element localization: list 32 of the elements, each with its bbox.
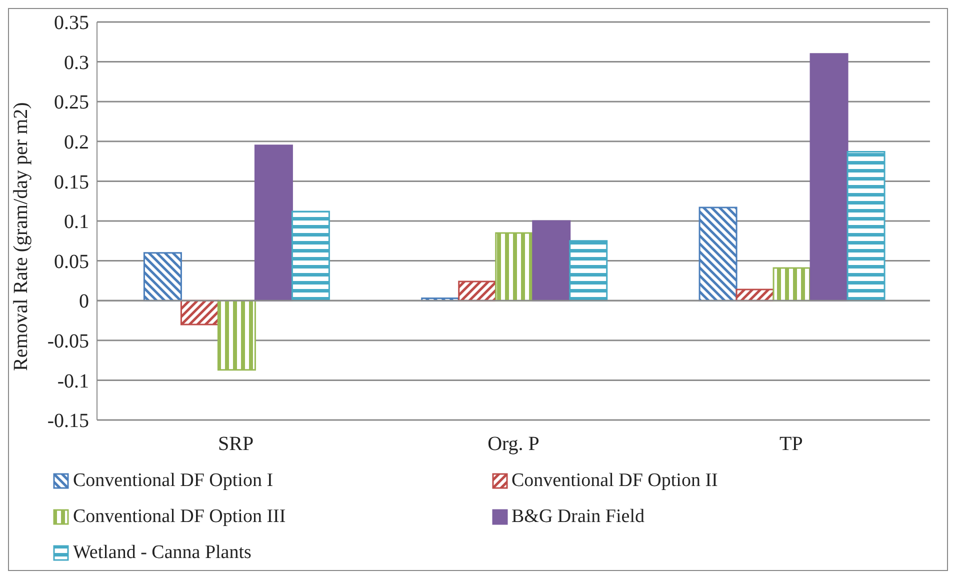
y-tick-label: 0 [79, 290, 89, 313]
legend-label: Conventional DF Option III [73, 506, 286, 528]
bar [458, 280, 497, 302]
x-tick-label: Org. P [488, 433, 540, 456]
x-tick-label: SRP [218, 433, 254, 456]
y-tick-label: 0.2 [64, 132, 89, 154]
bar [532, 220, 571, 302]
y-tick-label: 0.1 [64, 211, 89, 234]
bar [217, 300, 256, 371]
y-tick-label: -0.1 [57, 370, 89, 392]
legend-label: Conventional DF Option II [512, 470, 718, 492]
bar [698, 206, 738, 302]
y-tick-label: 0.15 [54, 171, 89, 194]
bar [772, 267, 812, 302]
y-tick-label: 0.3 [64, 52, 89, 74]
bar [846, 151, 886, 302]
legend-label: Wetland - Canna Plants [73, 542, 252, 564]
y-axis-title: Removal Rate (gram/day per m2) [10, 102, 32, 371]
bar [569, 240, 608, 302]
bar [254, 144, 293, 302]
bar [495, 232, 534, 302]
bar [291, 210, 330, 302]
y-tick-label: -0.05 [47, 330, 89, 352]
y-tick-label: 0.35 [54, 12, 89, 34]
legend-label: B&G Drain Field [512, 506, 644, 528]
y-tick-label: -0.15 [47, 410, 89, 432]
bar [810, 53, 848, 302]
x-tick-label: TP [779, 433, 803, 456]
y-tick-label: 0.25 [54, 92, 89, 114]
y-tick-label: 0.05 [54, 250, 89, 273]
bar [143, 252, 182, 302]
legend-label: Conventional DF Option I [73, 470, 274, 492]
